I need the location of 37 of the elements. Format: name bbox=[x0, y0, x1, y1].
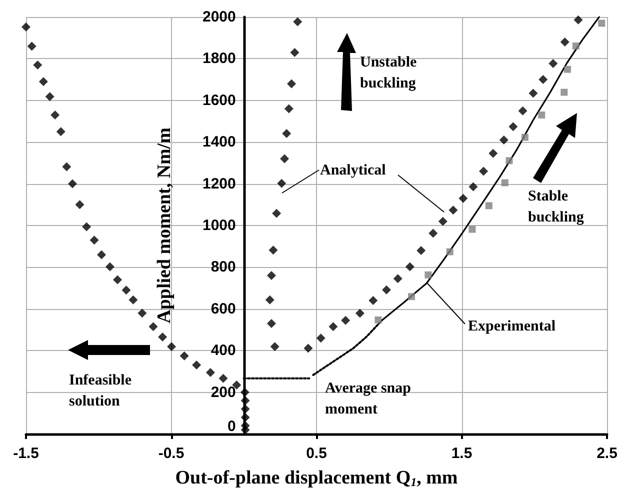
y-tick-label: 2000 bbox=[202, 8, 236, 26]
point bbox=[560, 88, 568, 96]
point bbox=[572, 42, 580, 50]
point bbox=[506, 157, 513, 164]
y-tick-label: 1000 bbox=[202, 217, 236, 234]
y-tick-label: 200 bbox=[210, 384, 236, 401]
y-tick-label: 400 bbox=[210, 342, 236, 360]
point bbox=[374, 316, 382, 324]
text: Analytical bbox=[320, 162, 386, 178]
point bbox=[538, 111, 546, 118]
annotation: Average snap moment bbox=[325, 380, 411, 418]
x-tick-label: -0.5 bbox=[158, 445, 184, 462]
x-tick-label: 0.5 bbox=[306, 445, 327, 462]
annotation: Infeasible solution bbox=[69, 372, 132, 410]
point bbox=[598, 20, 606, 27]
point bbox=[408, 293, 415, 300]
y-tick-label: 1200 bbox=[202, 175, 236, 192]
y-tick-label: 600 bbox=[210, 300, 236, 318]
x-tick-label: 1.5 bbox=[451, 445, 472, 462]
y-tick-label: 1600 bbox=[202, 92, 236, 109]
text: Experimental bbox=[468, 318, 556, 334]
point bbox=[485, 202, 492, 210]
y-axis-title: Applied moment, Nm/m bbox=[154, 127, 175, 324]
y-tick-label: 1800 bbox=[202, 50, 236, 68]
y-tick-label: 800 bbox=[210, 258, 236, 276]
x-tick-label: 2.5 bbox=[596, 445, 618, 462]
point bbox=[564, 66, 571, 73]
x-tick-label: -1.5 bbox=[13, 445, 39, 462]
point bbox=[424, 271, 432, 278]
annotation: Unstable buckling bbox=[360, 54, 418, 92]
annotation: Stable buckling bbox=[528, 188, 584, 226]
point bbox=[446, 248, 454, 256]
point bbox=[501, 179, 508, 186]
point bbox=[521, 134, 528, 141]
y-tick-label: 0 bbox=[228, 418, 236, 435]
y-tick-label: 1400 bbox=[202, 134, 236, 151]
point bbox=[468, 226, 476, 233]
